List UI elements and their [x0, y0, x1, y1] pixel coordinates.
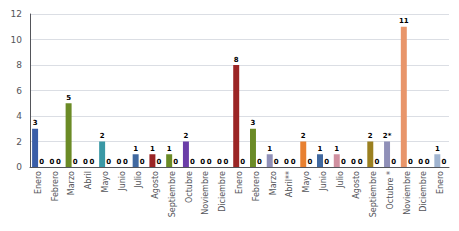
svg-text:2: 2	[183, 132, 188, 140]
svg-text:0: 0	[200, 158, 205, 166]
svg-text:0: 0	[73, 158, 78, 166]
svg-text:Junio: Junio	[319, 171, 328, 192]
svg-text:0: 0	[217, 158, 222, 166]
svg-text:1: 1	[435, 145, 440, 153]
svg-text:0: 0	[106, 158, 111, 166]
svg-text:Diciembre: Diciembre	[419, 171, 428, 212]
svg-text:Enero: Enero	[34, 171, 43, 194]
svg-text:Julio: Julio	[134, 171, 143, 189]
svg-text:0: 0	[49, 158, 54, 166]
svg-text:0: 0	[257, 158, 262, 166]
svg-text:0: 0	[391, 158, 396, 166]
svg-text:2: 2	[301, 132, 306, 140]
svg-text:0: 0	[116, 158, 121, 166]
svg-text:3: 3	[251, 119, 256, 127]
svg-text:Mayo: Mayo	[302, 171, 311, 193]
svg-text:Mayo: Mayo	[101, 171, 110, 193]
svg-text:0: 0	[351, 158, 356, 166]
svg-text:1: 1	[267, 145, 272, 153]
svg-text:Noviembre: Noviembre	[403, 171, 412, 215]
svg-text:2: 2	[100, 132, 105, 140]
svg-text:8: 8	[234, 56, 239, 64]
svg-text:Diciembre: Diciembre	[218, 171, 227, 212]
svg-text:0: 0	[374, 158, 379, 166]
svg-text:0: 0	[441, 158, 446, 166]
svg-text:0: 0	[284, 158, 289, 166]
svg-text:Octubre *: Octubre *	[386, 171, 395, 210]
svg-text:0: 0	[90, 158, 95, 166]
svg-text:0: 0	[16, 162, 22, 172]
svg-text:1: 1	[150, 145, 155, 153]
svg-text:Marzo: Marzo	[67, 171, 76, 195]
svg-text:6: 6	[16, 86, 22, 96]
svg-text:2*: 2*	[383, 132, 392, 140]
svg-text:Abril**: Abril**	[285, 171, 294, 197]
svg-text:0: 0	[341, 158, 346, 166]
svg-text:0: 0	[291, 158, 296, 166]
svg-text:0: 0	[324, 158, 329, 166]
svg-text:Septiembre: Septiembre	[369, 171, 378, 217]
svg-text:Noviembre: Noviembre	[201, 171, 210, 215]
svg-text:4: 4	[16, 111, 22, 121]
svg-text:1: 1	[334, 145, 339, 153]
svg-text:1: 1	[133, 145, 138, 153]
svg-text:0: 0	[425, 158, 430, 166]
svg-text:2: 2	[16, 137, 22, 147]
svg-text:0: 0	[274, 158, 279, 166]
svg-text:0: 0	[123, 158, 128, 166]
svg-text:0: 0	[157, 158, 162, 166]
svg-text:0: 0	[207, 158, 212, 166]
svg-text:8: 8	[16, 60, 22, 70]
svg-text:0: 0	[224, 158, 229, 166]
svg-text:Febrero: Febrero	[252, 171, 261, 201]
svg-text:Septiembre: Septiembre	[168, 171, 177, 217]
svg-text:11: 11	[399, 17, 409, 25]
svg-text:5: 5	[66, 94, 71, 102]
svg-text:0: 0	[358, 158, 363, 166]
svg-text:Marzo: Marzo	[269, 171, 278, 195]
svg-text:12: 12	[11, 9, 22, 19]
svg-text:2: 2	[368, 132, 373, 140]
svg-text:0: 0	[56, 158, 61, 166]
svg-text:0: 0	[240, 158, 245, 166]
svg-text:0: 0	[140, 158, 145, 166]
svg-text:Julio: Julio	[336, 171, 345, 189]
svg-text:10: 10	[11, 35, 23, 45]
svg-text:Octubre: Octubre	[185, 171, 194, 203]
svg-text:0: 0	[173, 158, 178, 166]
svg-text:0: 0	[418, 158, 423, 166]
svg-text:Enero: Enero	[436, 171, 445, 194]
svg-text:Agosto: Agosto	[352, 171, 361, 199]
svg-text:0: 0	[190, 158, 195, 166]
svg-text:0: 0	[83, 158, 88, 166]
svg-text:Junio: Junio	[118, 171, 127, 192]
svg-text:0: 0	[307, 158, 312, 166]
svg-text:Agosto: Agosto	[151, 171, 160, 199]
svg-text:1: 1	[167, 145, 172, 153]
svg-text:Abril: Abril	[84, 171, 93, 189]
svg-text:Febrero: Febrero	[51, 171, 60, 201]
svg-text:0: 0	[39, 158, 44, 166]
svg-text:Enero: Enero	[235, 171, 244, 194]
svg-text:1: 1	[318, 145, 323, 153]
svg-text:0: 0	[408, 158, 413, 166]
svg-text:3: 3	[33, 119, 38, 127]
